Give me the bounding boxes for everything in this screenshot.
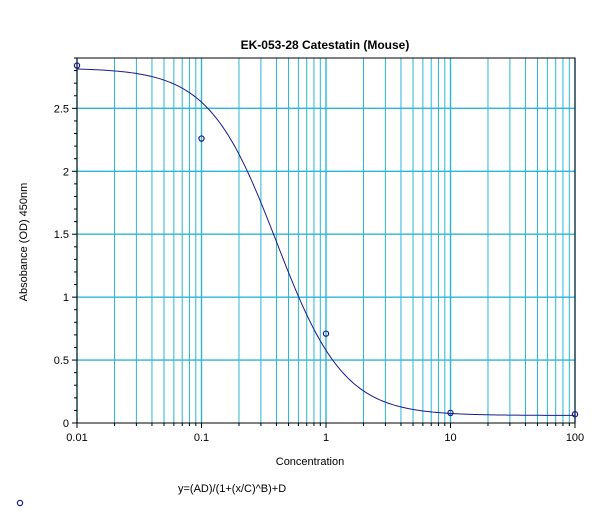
chart-title: EK-053-28 Catestatin (Mouse)	[241, 38, 410, 52]
x-tick-label: 0.01	[66, 432, 87, 444]
x-tick-label: 10	[444, 432, 456, 444]
x-tick-label: 1	[323, 432, 329, 444]
x-axis-label: Concentration	[276, 456, 345, 468]
data-point	[571, 410, 579, 418]
y-tick-label: 1	[63, 292, 69, 304]
fit-equation: y=(AD)/(1+(x/C)^B)+D	[178, 483, 286, 495]
data-point	[73, 62, 81, 69]
data-points	[73, 62, 579, 418]
data-point	[322, 330, 330, 337]
y-tick-label: 2	[63, 166, 69, 178]
y-tick-label: 2.5	[54, 103, 69, 115]
y-axis-label: Absobance (OD) 450nm	[18, 183, 30, 302]
y-tick-label: 0.5	[54, 355, 69, 367]
legend-marker	[16, 499, 24, 507]
y-tick-label: 0	[63, 418, 69, 430]
axes	[72, 57, 576, 428]
data-point	[447, 409, 454, 417]
fit-curve-group	[76, 68, 575, 416]
fit-curve	[76, 68, 575, 416]
y-tick-label: 1.5	[54, 229, 69, 241]
data-point	[198, 135, 205, 142]
x-tick-label: 100	[566, 432, 584, 444]
tick-labels: 0.01 0.1 1 10 100 0 0.5 1 1.5 2 2.5	[54, 103, 584, 444]
x-tick-label: 0.1	[194, 432, 209, 444]
grid-lines	[76, 58, 576, 423]
